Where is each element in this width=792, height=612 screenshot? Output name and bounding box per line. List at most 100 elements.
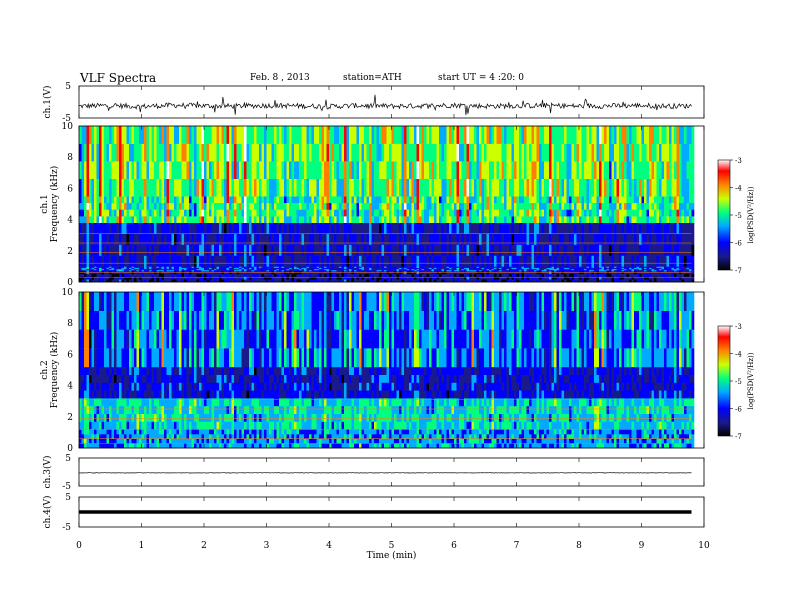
spectrogram-cell <box>199 268 202 271</box>
spectrogram-cell <box>131 202 135 210</box>
spectrogram-cell <box>129 273 132 277</box>
spectrogram-cell <box>531 273 535 277</box>
spectrogram-cell <box>174 267 177 270</box>
spectrogram-cell <box>669 126 672 144</box>
spectrogram-cell <box>226 143 230 162</box>
spectrogram-cell <box>524 216 527 223</box>
spectrogram-cell <box>139 196 142 204</box>
spectrogram-cell <box>514 267 517 270</box>
spectrogram-cell <box>244 279 247 283</box>
spectrogram-cell <box>209 216 212 223</box>
spectrogram-cell <box>479 268 482 271</box>
spectrogram-cell <box>336 222 340 234</box>
spectrogram-cell <box>596 269 600 272</box>
spectrogram-cell <box>506 255 510 267</box>
spectrogram-cell <box>586 244 590 256</box>
spectrogram-cell <box>499 161 502 179</box>
spectrogram-cell <box>561 196 565 204</box>
spectrogram-cell <box>386 273 390 277</box>
spectrogram-cell <box>566 178 570 197</box>
spectrogram-cell <box>456 196 460 204</box>
spectrogram-cell <box>301 267 305 270</box>
spectrogram-cell <box>459 266 462 268</box>
spectrogram-cell <box>231 266 235 268</box>
spectrogram-cell <box>559 216 562 223</box>
spectrogram-cell <box>514 244 517 256</box>
spectrogram-cell <box>651 273 655 277</box>
spectrogram-cell <box>656 178 660 197</box>
spectrogram-cell <box>661 255 665 267</box>
spectrogram-cell <box>304 161 307 179</box>
spectrogram-cell <box>151 276 155 280</box>
spectrogram-cell <box>271 222 275 234</box>
spectrogram-cell <box>239 161 242 179</box>
spectrogram-cell <box>226 276 230 280</box>
spectrogram-cell <box>574 267 577 270</box>
spectrogram-cell <box>339 268 342 271</box>
spectrogram-cell <box>469 178 472 197</box>
spectrogram-cell <box>339 279 342 283</box>
spectrogram-cell <box>501 244 505 256</box>
spectrogram-cell <box>154 255 157 267</box>
spectrogram-cell <box>679 161 682 179</box>
spectrogram-cell <box>154 268 157 271</box>
spectrogram-cell <box>574 244 577 256</box>
spectrogram-cell <box>656 143 660 162</box>
spectrogram-cell <box>576 255 580 267</box>
spectrogram-cell <box>646 273 650 277</box>
spectrogram-cell <box>424 126 427 144</box>
spectrogram-cell <box>349 209 352 217</box>
spectrogram-cell <box>256 267 260 270</box>
spectrogram-cell <box>186 267 190 270</box>
spectrogram-cell <box>319 209 322 217</box>
spectrogram-cell <box>389 267 392 270</box>
spectrogram-cell <box>164 126 167 144</box>
spectrogram-cell <box>314 279 317 283</box>
spectrogram-cell <box>209 202 212 210</box>
spectrogram-cell <box>354 209 357 217</box>
spectrogram-cell <box>674 279 677 283</box>
spectrogram-cell <box>671 266 675 268</box>
spectrogram-cell <box>671 161 675 179</box>
spectrogram-cell <box>591 196 595 204</box>
spectrogram-cell <box>371 266 375 268</box>
spectrogram-cell <box>521 244 525 256</box>
spectrogram-cell <box>446 202 450 210</box>
spectrogram-cell <box>619 266 622 268</box>
spectrogram-cell <box>609 279 612 283</box>
spectrogram-cell <box>284 268 287 271</box>
spectrogram-cell <box>146 161 150 179</box>
spectrogram-cell <box>356 233 360 245</box>
spectrogram-cell <box>364 202 367 210</box>
spectrogram-cell <box>629 276 632 280</box>
spectrogram-cell <box>289 216 292 223</box>
spectrogram-cell <box>286 161 290 179</box>
spectrogram-cell <box>619 244 622 256</box>
spectrogram-cell <box>156 222 160 234</box>
spectrogram-cell <box>291 222 295 234</box>
spectrogram-cell <box>679 126 682 144</box>
spectrogram-cell <box>84 279 87 283</box>
spectrogram-cell <box>246 222 250 234</box>
spectrogram-cell <box>141 143 145 162</box>
spectrogram-cell <box>286 255 290 267</box>
spectrogram-cell <box>179 279 182 283</box>
spectrogram-cell <box>331 202 335 210</box>
spectrogram-cell <box>184 233 187 245</box>
spectrogram-cell <box>691 267 695 270</box>
spectrogram-cell <box>99 216 102 223</box>
spectrogram-cell <box>349 279 352 283</box>
spectrogram-cell <box>136 279 140 283</box>
spectrogram-cell <box>499 178 502 197</box>
spectrogram-cell <box>576 266 580 268</box>
spectrogram-cell <box>326 266 330 268</box>
spectrogram-cell <box>549 267 552 270</box>
spectrogram-cell <box>384 222 387 234</box>
spectrogram-cell <box>81 209 85 217</box>
spectrogram-cell <box>329 222 332 234</box>
spectrogram-cell <box>469 196 472 204</box>
spectrogram-cell <box>139 269 142 272</box>
spectrogram-cell <box>596 202 600 210</box>
spectrogram-cell <box>584 126 587 144</box>
spectrogram-cell <box>626 202 630 210</box>
